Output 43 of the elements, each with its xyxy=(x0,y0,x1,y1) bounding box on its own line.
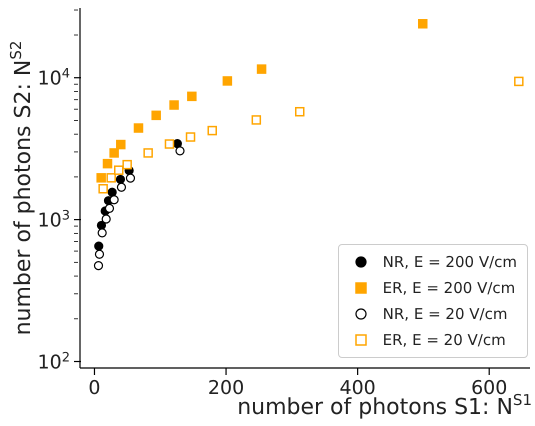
point xyxy=(252,115,262,125)
point xyxy=(98,228,107,238)
point xyxy=(106,173,116,183)
point xyxy=(94,261,104,270)
point xyxy=(134,123,144,133)
point xyxy=(126,174,136,183)
point xyxy=(98,184,108,194)
point xyxy=(169,100,179,110)
point xyxy=(114,165,124,175)
point xyxy=(102,214,111,224)
x-tick-label: 600 xyxy=(471,377,508,399)
point xyxy=(94,250,104,259)
point xyxy=(222,76,232,86)
legend-label: ER, E = 20 V/cm xyxy=(382,331,506,349)
point xyxy=(186,132,196,142)
y-tick-label: 10$^{2}$ xyxy=(38,350,70,374)
point xyxy=(151,110,161,120)
point xyxy=(109,148,119,158)
point xyxy=(94,242,104,251)
point xyxy=(116,140,126,150)
x-tick-label: 0 xyxy=(88,377,101,399)
y-tick-label: 10$^{3}$ xyxy=(38,208,70,232)
point xyxy=(294,106,304,116)
point xyxy=(418,19,428,29)
point xyxy=(102,158,112,168)
point xyxy=(116,182,126,192)
legend-label: NR, E = 20 V/cm xyxy=(382,305,508,323)
point xyxy=(207,126,217,136)
point xyxy=(175,146,185,156)
point xyxy=(187,92,197,102)
legend-label: NR, E = 200 V/cm xyxy=(382,253,517,271)
point xyxy=(122,160,132,170)
point xyxy=(164,139,174,149)
point xyxy=(110,195,119,204)
legend-label: ER, E = 200 V/cm xyxy=(382,279,516,297)
point xyxy=(514,76,524,86)
point xyxy=(116,174,126,184)
point xyxy=(108,188,117,197)
point xyxy=(143,148,153,158)
point xyxy=(256,64,266,74)
y-tick-label: 10$^{4}$ xyxy=(38,66,70,90)
point xyxy=(104,204,114,213)
point xyxy=(96,173,106,183)
